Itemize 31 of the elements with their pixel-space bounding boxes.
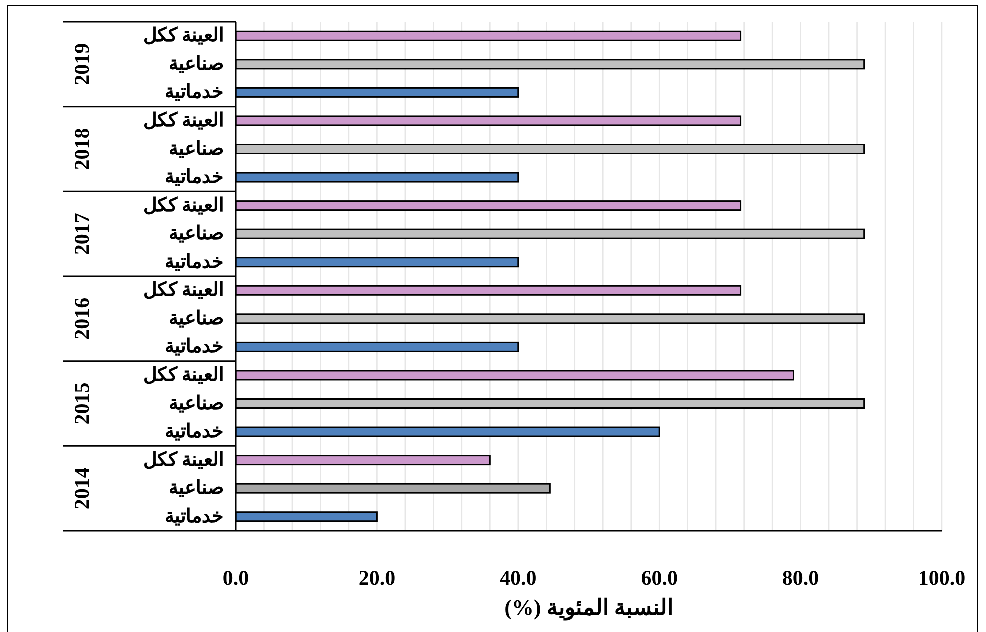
text: صناعية — [169, 308, 224, 330]
y-tick-label: 2017 — [70, 213, 94, 256]
text: العينة ككل — [143, 364, 224, 386]
y-tick-label: 2018 — [70, 128, 94, 170]
x-tick-label: 80.0 — [782, 566, 820, 590]
y-tick-label: 2016 — [70, 298, 94, 340]
text: خدماتية — [165, 422, 224, 443]
x-tick-label: 60.0 — [641, 566, 678, 590]
text: خدماتية — [165, 506, 224, 528]
text: خدماتية — [165, 167, 224, 188]
text: صناعية — [169, 393, 224, 414]
text: العينة ككل — [143, 280, 224, 302]
text: خدماتية — [165, 252, 224, 273]
text: العينة ككل — [143, 195, 224, 216]
y-tick-label: 2015 — [70, 382, 94, 425]
x-tick-label: 0.0 — [222, 566, 250, 590]
series-label: العينة ككل — [143, 26, 224, 47]
text: صناعية — [169, 478, 224, 500]
series-label: خدماتية — [165, 82, 224, 104]
x-axis-title: النسبة المئوية (%) — [504, 595, 674, 621]
text: العينة ككل — [143, 110, 224, 132]
y-tick-label: 2014 — [70, 467, 94, 510]
text: صناعية — [169, 138, 224, 160]
text: صناعية — [169, 224, 224, 245]
series-label: صناعية — [169, 54, 224, 75]
text: العينة ككل — [143, 450, 224, 471]
x-tick-label: 20.0 — [358, 566, 396, 590]
text: خدماتية — [165, 336, 224, 358]
x-tick-label: 100.0 — [918, 566, 966, 590]
y-tick-label: 2019 — [70, 43, 94, 86]
x-tick-label: 40.0 — [500, 566, 537, 590]
